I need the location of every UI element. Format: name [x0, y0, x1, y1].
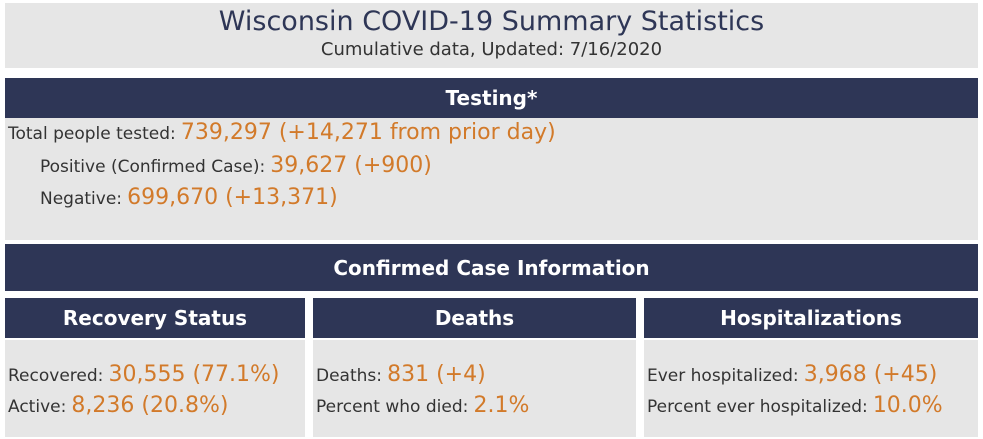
stat-label: Recovered: [8, 366, 104, 386]
stat-value: 2.1% [473, 393, 530, 418]
title: Wisconsin COVID-19 Summary Statistics [218, 6, 765, 37]
stat-row: Recovered: 30,555 (77.1%) [8, 362, 280, 387]
panel-body: Ever hospitalized: 3,968 (+45) Percent ev… [644, 340, 978, 437]
stat-row: Positive (Confirmed Case): 39,627 (+900) [40, 153, 432, 178]
stat-label: Ever hospitalized: [647, 366, 799, 386]
header: Wisconsin COVID-19 Summary Statistics Cu… [5, 3, 978, 68]
stat-label: Positive (Confirmed Case): [40, 157, 266, 177]
subtitle: Cumulative data, Updated: 7/16/2020 [320, 39, 663, 60]
section-header: Testing* [5, 78, 978, 118]
panel-body: Deaths: 831 (+4) Percent who died: 2.1% [313, 340, 636, 437]
stat-value: 3,968 (+45) [803, 362, 938, 387]
stat-label: Total people tested: [8, 124, 176, 144]
testing-panel: Total people tested: 739,297 (+14,271 fr… [5, 118, 978, 240]
stat-value: 8,236 (20.8%) [71, 393, 229, 418]
stat-row: Deaths: 831 (+4) [316, 362, 486, 387]
stat-label: Percent who died: [316, 397, 469, 417]
panel-header: Hospitalizations [644, 298, 978, 338]
stat-row: Negative: 699,670 (+13,371) [40, 185, 338, 210]
stat-label: Deaths: [316, 366, 382, 386]
stat-row: Total people tested: 739,297 (+14,271 fr… [8, 120, 556, 145]
stat-value: 39,627 (+900) [270, 153, 432, 178]
stat-row: Percent who died: 2.1% [316, 393, 529, 418]
stat-value: 831 (+4) [387, 362, 486, 387]
stat-row: Ever hospitalized: 3,968 (+45) [647, 362, 937, 387]
panel-body: Recovered: 30,555 (77.1%) Active: 8,236 (… [5, 340, 305, 437]
stat-label: Negative: [40, 189, 123, 209]
stat-label: Percent ever hospitalized: [647, 397, 868, 417]
stat-value: 739,297 (+14,271 from prior day) [180, 120, 556, 145]
stat-value: 30,555 (77.1%) [108, 362, 280, 387]
panel-header: Recovery Status [5, 298, 305, 338]
stat-row: Percent ever hospitalized: 10.0% [647, 393, 943, 418]
stat-value: 699,670 (+13,371) [127, 185, 338, 210]
stat-row: Active: 8,236 (20.8%) [8, 393, 228, 418]
stat-value: 10.0% [872, 393, 943, 418]
section-header: Confirmed Case Information [5, 244, 978, 291]
stat-label: Active: [8, 397, 67, 417]
panel-header: Deaths [313, 298, 636, 338]
